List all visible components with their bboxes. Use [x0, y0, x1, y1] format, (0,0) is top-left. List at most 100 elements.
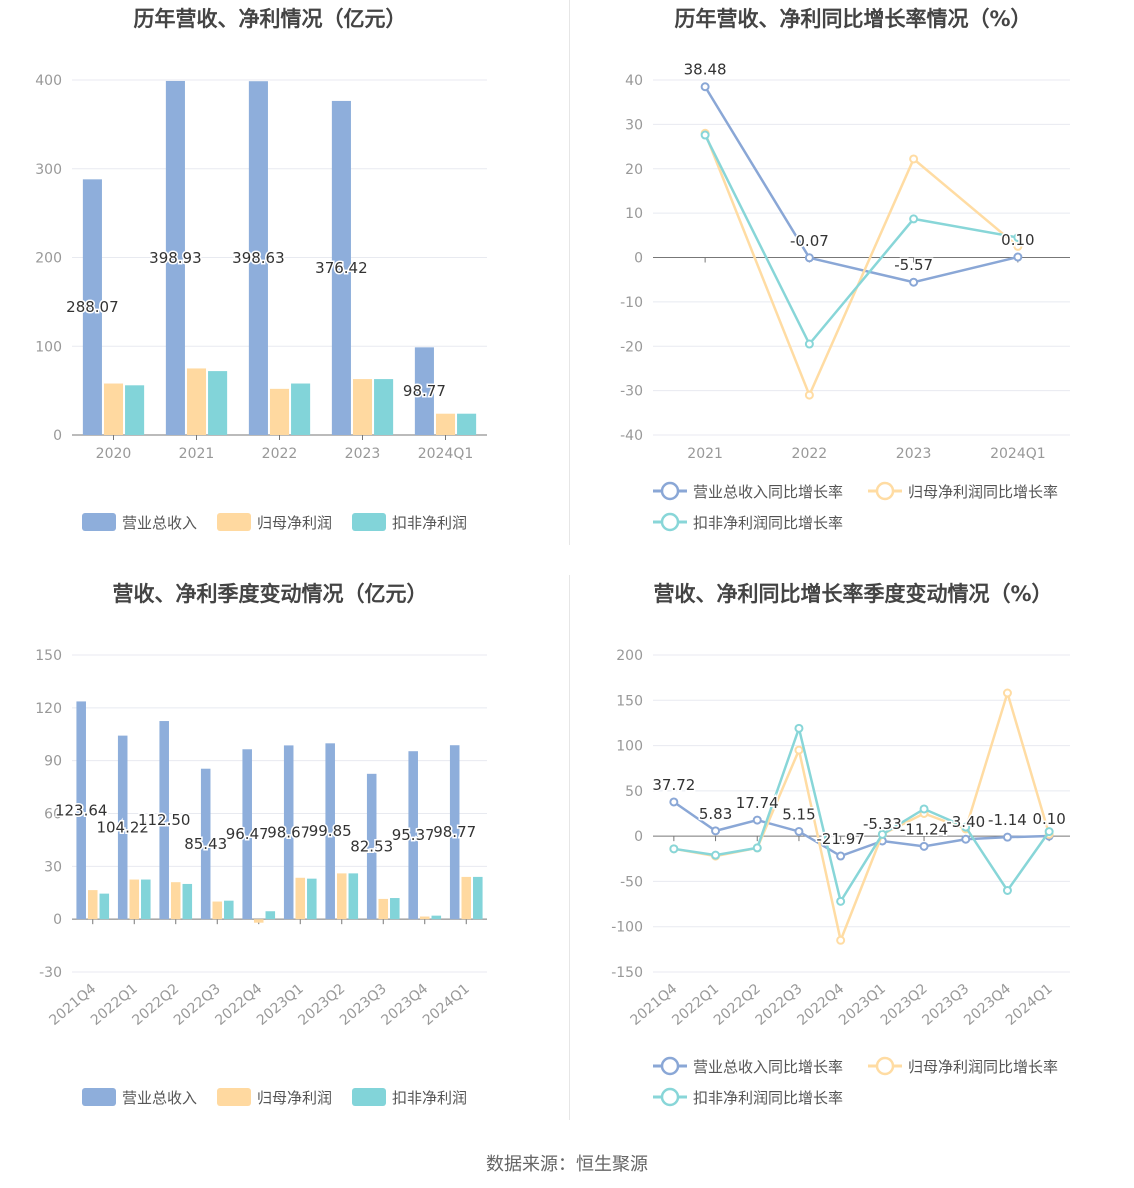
bar-deducted-profit — [390, 898, 400, 920]
data-label: 38.48 — [684, 61, 727, 79]
data-point — [919, 804, 929, 814]
chart-title: 营收、净利同比增长率季度变动情况（%） — [653, 582, 1052, 606]
legend-swatch — [217, 513, 251, 531]
divider-top — [569, 0, 570, 545]
legend-label: 扣非净利润同比增长率 — [693, 1089, 843, 1107]
data-label: 123.64 — [55, 801, 108, 819]
legend-item: 归母净利润 — [217, 513, 332, 532]
y-tick-label: 100 — [35, 339, 62, 355]
legend-item: 扣非净利润同比增长率 — [653, 1087, 843, 1107]
legend-marker — [875, 481, 895, 501]
y-tick-label: 100 — [616, 739, 643, 755]
bar-deducted-profit — [374, 379, 394, 435]
data-point — [752, 843, 762, 853]
divider-bottom — [569, 575, 570, 1120]
data-point — [909, 214, 919, 224]
bar-revenue — [325, 743, 335, 920]
x-tick-label: 2022 — [792, 446, 828, 462]
y-tick-label: -150 — [611, 965, 643, 981]
legend-marker — [660, 481, 680, 501]
bar-deducted-profit — [457, 413, 477, 435]
bar-revenue — [366, 773, 377, 920]
y-tick-label: 40 — [625, 73, 643, 89]
data-label: -5.57 — [894, 256, 933, 274]
legend-item: 营业总收入同比增长率 — [653, 1056, 843, 1076]
quarterly-growth-rate-chart: 营收、净利同比增长率季度变动情况（%） -150 -100 -50 0 50 100 150 2… — [611, 582, 1070, 1107]
data-point — [961, 822, 971, 832]
y-tick-label: -30 — [620, 384, 643, 400]
x-tick-label: 2023 — [345, 446, 381, 462]
data-label: 17.74 — [736, 794, 779, 812]
bar-revenue — [248, 81, 268, 435]
bar-deducted-profit — [182, 883, 193, 920]
bar-net-profit — [419, 916, 430, 920]
data-point — [700, 82, 710, 92]
y-tick-label: 0 — [53, 428, 62, 444]
y-tick-label: 200 — [35, 251, 62, 267]
data-point — [669, 797, 679, 807]
legend-item: 归母净利润同比增长率 — [868, 1056, 1058, 1076]
y-tick-label: 0 — [53, 912, 62, 928]
data-point — [836, 851, 846, 861]
y-tick-label: -10 — [620, 295, 643, 311]
data-point — [1044, 827, 1054, 837]
x-tick-label: 2021 — [687, 446, 723, 462]
data-label: -3.40 — [946, 813, 985, 831]
legend-label: 归母净利润同比增长率 — [908, 483, 1058, 501]
x-tick-label: 2020 — [96, 446, 132, 462]
legend-item: 扣非净利润 — [352, 513, 467, 532]
legend-marker — [660, 1056, 680, 1076]
bar-revenue — [117, 735, 128, 920]
data-label: 99.85 — [309, 822, 352, 840]
x-tick-label: 2024Q1 — [420, 981, 473, 1029]
y-tick-label: 60 — [44, 807, 62, 823]
data-point — [836, 896, 846, 906]
data-point — [794, 826, 804, 836]
y-tick-label: -20 — [620, 339, 643, 355]
legend-item: 归母净利润同比增长率 — [868, 481, 1058, 501]
y-tick-label: 20 — [625, 162, 643, 178]
data-point — [752, 815, 762, 825]
bar-net-profit — [295, 877, 306, 920]
data-point — [836, 935, 846, 945]
y-tick-label: -50 — [620, 874, 643, 890]
bar-net-profit — [435, 413, 456, 435]
y-tick-label: 150 — [616, 693, 643, 709]
bar-deducted-profit — [265, 911, 276, 920]
series-line-3 — [673, 723, 1051, 905]
y-tick-label: 0 — [634, 829, 643, 845]
data-source: 数据来源：恒生聚源 — [486, 1154, 648, 1175]
legend-item: 扣非净利润 — [352, 1088, 467, 1107]
legend-item: 营业总收入 — [82, 513, 197, 532]
y-tick-label: 200 — [616, 648, 643, 664]
legend-marker — [660, 512, 680, 532]
legend-marker — [660, 1087, 680, 1107]
y-tick-label: 10 — [625, 206, 643, 222]
quarterly-revenue-profit-chart: 营收、净利季度变动情况（亿元）-3003060901201502021Q4202… — [35, 582, 487, 1107]
bar-deducted-profit — [473, 876, 483, 920]
x-tick-label: 2024Q1 — [1003, 981, 1056, 1029]
legend-label: 归母净利润同比增长率 — [908, 1058, 1058, 1076]
bar-revenue — [165, 80, 185, 436]
data-label: 96.47 — [226, 825, 269, 843]
legend-swatch — [352, 513, 386, 531]
legend-label: 扣非净利润同比增长率 — [693, 514, 843, 532]
y-tick-label: 90 — [44, 754, 62, 770]
annual-growth-rate-chart: 历年营收、净利同比增长率情况（%） -40 -30 -20 -10 0 10 20 30 40 20… — [620, 7, 1070, 532]
bar-net-profit — [103, 383, 124, 435]
bar-net-profit — [378, 898, 389, 920]
x-tick-label: 2024Q1 — [990, 446, 1046, 462]
x-tick-label: 2021 — [179, 446, 215, 462]
bar-deducted-profit — [208, 371, 228, 435]
legend-label: 归母净利润 — [257, 1089, 332, 1107]
annual-revenue-profit-chart: 历年营收、净利情况（亿元） 0 100 200 300 400 2020 2021 2022 20… — [35, 7, 487, 532]
bar-revenue — [76, 701, 86, 920]
bar-deducted-profit — [431, 915, 442, 920]
data-point — [794, 745, 804, 755]
bar-net-profit — [269, 388, 290, 435]
bar-revenue — [200, 768, 211, 920]
data-label: -11.24 — [900, 820, 948, 838]
bar-net-profit — [129, 879, 140, 920]
data-point — [1002, 885, 1012, 895]
series-line-3 — [704, 134, 1019, 347]
